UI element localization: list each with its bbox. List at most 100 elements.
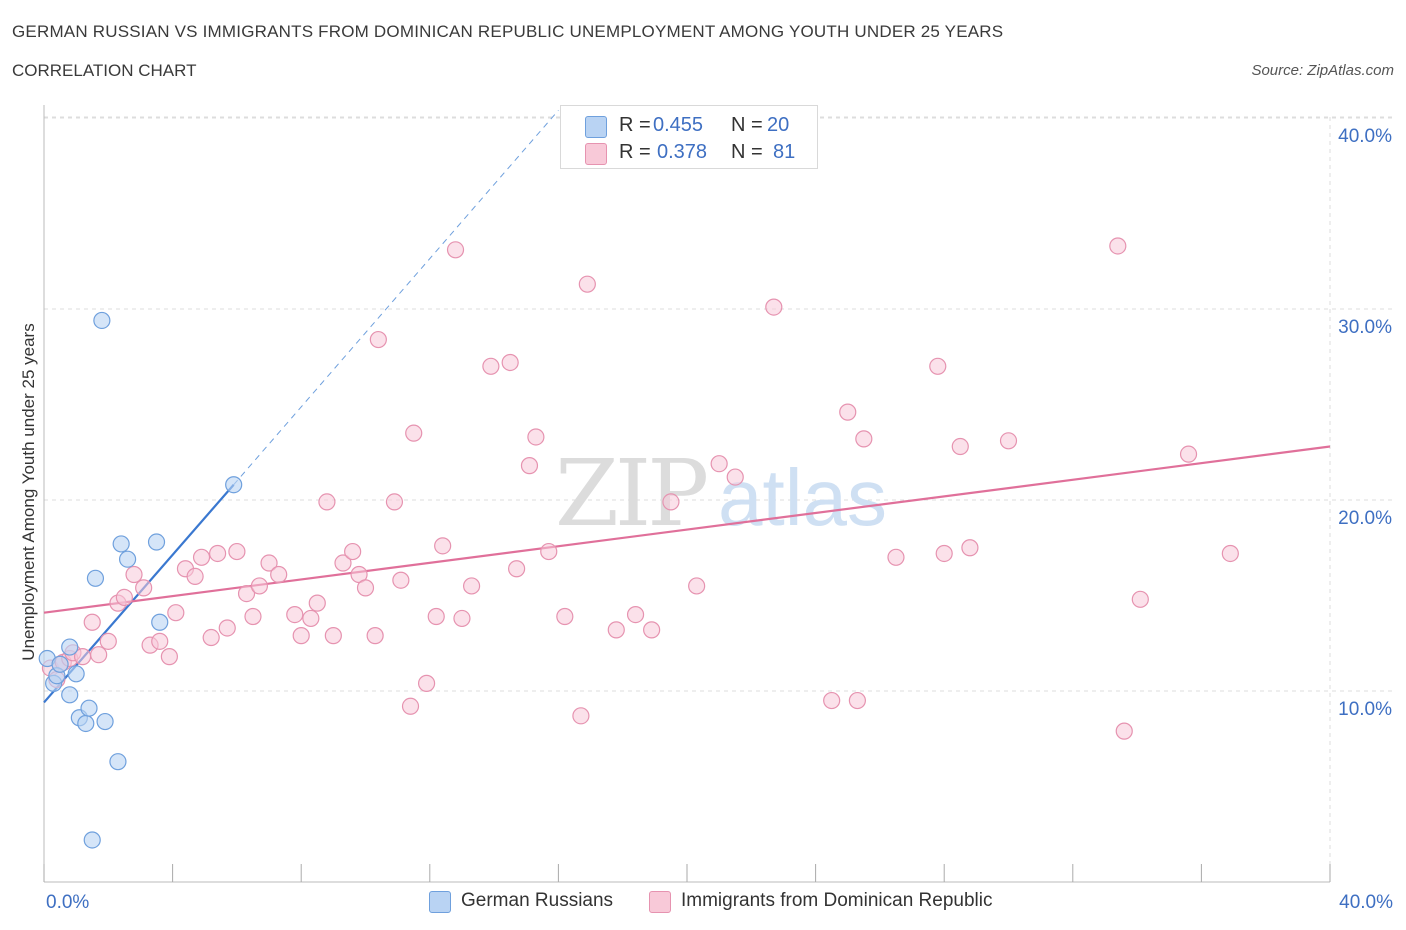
data-point-german-russian — [80, 699, 98, 717]
data-point-dominican — [482, 357, 500, 375]
data-point-dominican — [726, 468, 744, 486]
data-point-german-russian — [61, 638, 79, 656]
data-point-dominican — [961, 539, 979, 557]
data-point-dominican — [643, 621, 661, 639]
data-point-dominican — [405, 424, 423, 442]
axis-labels: 10.0% 20.0% 30.0% 40.0% 0.0% 40.0% Unemploymen… — [19, 126, 1393, 913]
data-point-dominican — [218, 619, 236, 637]
pink-swatch — [649, 891, 671, 913]
r-label: R = — [619, 114, 651, 136]
data-point-dominican — [626, 605, 645, 624]
data-point-dominican — [520, 457, 539, 475]
data-point-dominican — [607, 621, 625, 639]
trend-lines — [43, 110, 1331, 704]
data-point-dominican — [935, 544, 953, 563]
data-point-dominican — [308, 594, 326, 612]
blue-swatch — [429, 891, 451, 913]
data-point-german-russian — [147, 533, 166, 551]
data-point-dominican — [501, 353, 519, 372]
series-dominican-points — [41, 237, 1239, 740]
chart-subtitle: CORRELATION CHART — [12, 61, 197, 80]
y-tick-label: 40.0% — [1338, 126, 1392, 147]
y-tick-label: 30.0% — [1338, 317, 1392, 338]
data-point-german-russian — [83, 831, 101, 849]
data-point-dominican — [556, 607, 574, 626]
data-point-dominican — [710, 455, 728, 473]
trend-line-blue-extension — [233, 110, 559, 486]
data-point-dominican — [385, 493, 404, 511]
data-point-dominican — [688, 577, 706, 595]
data-point-german-russian — [86, 569, 105, 587]
data-point-dominican — [324, 627, 342, 645]
legend-label: Immigrants from Dominican Republic — [681, 890, 993, 911]
data-point-dominican — [848, 691, 866, 710]
n-label: N = — [731, 114, 763, 136]
data-point-german-russian — [61, 686, 79, 704]
data-point-dominican — [270, 565, 288, 584]
data-point-dominican — [765, 298, 783, 316]
data-point-dominican — [887, 548, 905, 566]
data-point-dominican — [292, 627, 310, 645]
data-point-dominican — [578, 275, 596, 293]
data-point-german-russian — [151, 613, 169, 631]
data-point-dominican — [823, 691, 841, 710]
data-point-dominican — [192, 548, 211, 566]
correlation-legend: R = 0.455 N = 20 R = 0.378 N = 81 — [560, 105, 818, 169]
data-point-dominican — [417, 674, 436, 692]
axes — [43, 105, 1331, 883]
data-point-dominican — [401, 697, 420, 715]
n-label: N = — [731, 141, 763, 163]
data-point-dominican — [1115, 722, 1133, 740]
data-point-dominican — [369, 330, 387, 349]
data-point-dominican — [540, 542, 558, 561]
data-point-dominican — [202, 628, 220, 647]
data-point-dominican — [1109, 237, 1127, 255]
series-german-russian-points — [38, 311, 243, 849]
data-point-dominican — [462, 577, 481, 595]
data-point-dominican — [1221, 544, 1239, 563]
data-point-dominican — [839, 403, 857, 421]
data-point-dominican — [392, 571, 410, 589]
blue-swatch — [585, 116, 607, 138]
chart-title: GERMAN RUSSIAN VS IMMIGRANTS FROM DOMINI… — [12, 22, 1004, 41]
watermark-atlas: atlas — [718, 453, 887, 542]
source-label: Source: ZipAtlas.com — [1251, 62, 1394, 79]
data-point-dominican — [356, 579, 375, 597]
data-point-dominican — [334, 554, 352, 572]
data-point-dominican — [662, 493, 680, 511]
data-point-dominican — [929, 357, 947, 375]
data-point-dominican — [167, 604, 185, 622]
x-tick-label: 0.0% — [46, 892, 89, 913]
data-point-dominican — [434, 537, 452, 555]
data-point-dominican — [855, 430, 873, 448]
n-value: 81 — [773, 141, 796, 163]
data-point-dominican — [228, 542, 246, 561]
data-point-dominican — [250, 577, 269, 595]
data-point-german-russian — [118, 550, 137, 568]
data-point-dominican — [286, 605, 304, 624]
data-point-dominican — [151, 632, 169, 650]
data-point-dominican — [999, 432, 1018, 450]
data-point-dominican — [260, 554, 278, 572]
legend-label: German Russians — [461, 890, 614, 911]
data-point-german-russian — [225, 476, 243, 494]
r-value: 0.378 — [657, 141, 708, 163]
data-point-german-russian — [77, 714, 95, 733]
y-tick-label: 20.0% — [1338, 508, 1392, 529]
data-point-dominican — [209, 544, 227, 563]
n-value: 20 — [767, 114, 790, 136]
data-point-german-russian — [112, 535, 130, 553]
data-point-dominican — [508, 560, 526, 578]
data-point-dominican — [244, 607, 262, 626]
data-point-dominican — [99, 632, 117, 650]
data-point-german-russian — [93, 311, 111, 330]
data-point-german-russian — [109, 753, 127, 771]
data-point-dominican — [90, 646, 108, 664]
data-point-dominican — [125, 565, 143, 584]
data-point-dominican — [83, 613, 101, 631]
y-tick-label: 10.0% — [1338, 699, 1392, 720]
data-point-dominican — [1179, 445, 1198, 463]
y-axis-label: Unemployment Among Youth under 25 years — [19, 323, 38, 660]
data-point-dominican — [527, 428, 545, 446]
